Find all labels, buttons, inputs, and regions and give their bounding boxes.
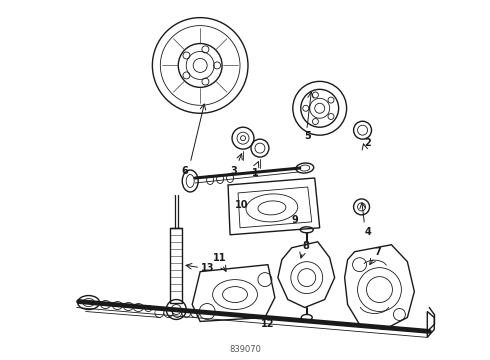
Text: 5: 5 [304, 131, 311, 141]
Text: 12: 12 [261, 319, 275, 329]
Text: 4: 4 [364, 227, 371, 237]
Text: 13: 13 [201, 263, 215, 273]
Text: 839070: 839070 [229, 345, 261, 354]
Text: 7: 7 [374, 247, 381, 257]
Text: 3: 3 [231, 166, 238, 176]
Text: 9: 9 [292, 215, 298, 225]
Text: 10: 10 [235, 200, 249, 210]
Text: 2: 2 [364, 138, 371, 148]
Text: 1: 1 [251, 168, 258, 178]
Text: 11: 11 [213, 253, 227, 263]
Text: 6: 6 [182, 166, 189, 176]
Text: 8: 8 [302, 241, 309, 251]
